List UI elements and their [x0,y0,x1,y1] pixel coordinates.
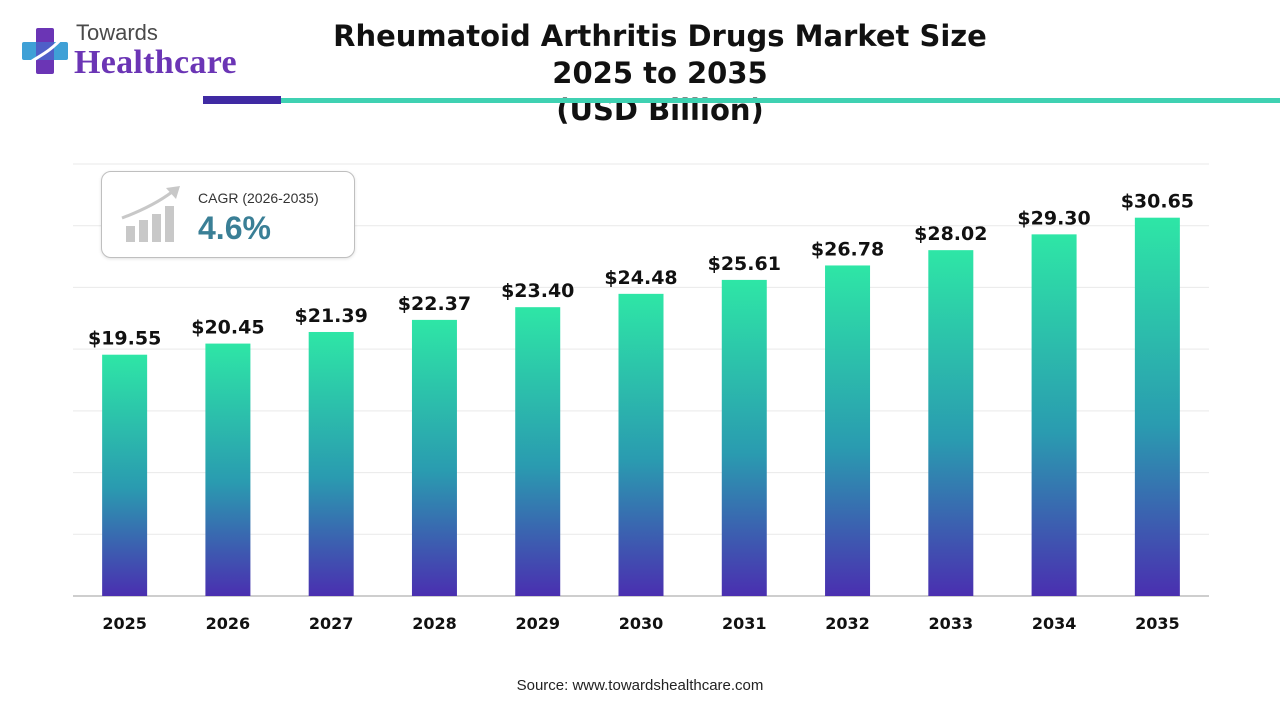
data-label: $28.02 [914,223,987,245]
x-tick-label: 2032 [825,614,870,633]
data-label: $21.39 [295,305,368,327]
x-tick-label: 2035 [1135,614,1180,633]
x-tick-label: 2028 [412,614,457,633]
data-label: $30.65 [1121,191,1194,213]
data-label: $24.48 [604,267,677,289]
x-tick-label: 2030 [619,614,664,633]
x-tick-label: 2031 [722,614,767,633]
data-label: $19.55 [88,328,161,350]
header-divider-accent [203,96,281,104]
x-tick-label: 2025 [102,614,147,633]
x-tick-label: 2034 [1032,614,1077,633]
medical-cross-logo-icon [22,28,68,74]
data-label: $26.78 [811,238,884,260]
data-label: $22.37 [398,293,471,315]
data-label: $20.45 [191,317,264,339]
source-note: Source: www.towardshealthcare.com [516,677,764,694]
cagr-callout: CAGR (2026-2035) 4.6% [101,171,355,258]
bar [721,279,767,596]
bar [618,293,664,596]
bar [308,331,354,596]
x-tick-label: 2026 [206,614,251,633]
data-label: $23.40 [501,280,574,302]
header-divider-line [281,98,1280,103]
chart-title-line1: Rheumatoid Arthritis Drugs Market Size 2… [333,19,987,90]
brand-name-top: Towards [76,20,158,45]
bar [825,265,871,596]
data-label: $25.61 [708,253,781,275]
cagr-value: 4.6% [198,210,271,246]
bar [1134,217,1180,597]
bar [928,250,974,596]
growth-chart-icon [121,186,180,242]
bar [205,343,251,596]
cagr-label: CAGR (2026-2035) [198,190,319,206]
x-tick-label: 2033 [929,614,974,633]
x-tick-label: 2027 [309,614,354,633]
bar [102,354,148,596]
bar [411,319,457,596]
brand-name-bottom: Healthcare [74,44,237,81]
brand-logo: Towards Healthcare [20,18,260,88]
bar [515,307,561,596]
data-label: $29.30 [1017,207,1090,229]
x-tick-label: 2029 [515,614,560,633]
bar [1031,234,1077,596]
